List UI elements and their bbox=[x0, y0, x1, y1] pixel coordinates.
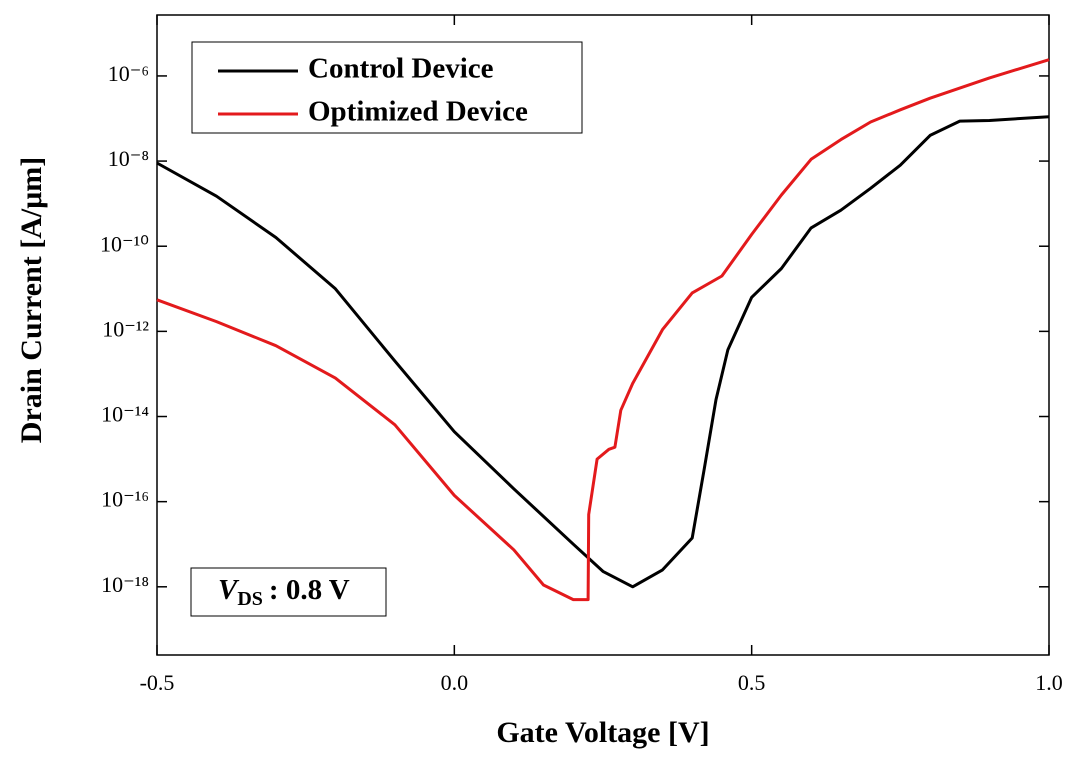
y-tick-label: 10⁻¹⁶ bbox=[101, 487, 149, 512]
y-tick-label: 10⁻⁸ bbox=[108, 146, 149, 171]
x-tick-label: 0.0 bbox=[441, 670, 469, 695]
legend-label: Control Device bbox=[308, 53, 494, 85]
x-axis-title: Gate Voltage [V] bbox=[496, 716, 709, 749]
y-axis-title: Drain Current [A/μm] bbox=[15, 157, 48, 443]
series-line bbox=[156, 115, 1050, 589]
x-tick-label: 1.0 bbox=[1035, 670, 1063, 695]
annotation-box bbox=[190, 567, 387, 617]
plot-frame bbox=[156, 14, 1050, 656]
x-tick-label: 0.5 bbox=[738, 670, 766, 695]
annotation-symbol: V bbox=[218, 574, 240, 606]
y-tick-label: 10⁻¹² bbox=[102, 316, 149, 341]
y-tick-label: 10⁻¹⁸ bbox=[101, 572, 149, 597]
y-tick-label: 10⁻⁶ bbox=[108, 61, 149, 86]
y-tick-label: 10⁻¹⁴ bbox=[101, 402, 149, 427]
legend-label: Optimized Device bbox=[308, 96, 528, 128]
y-tick-label: 10⁻¹⁰ bbox=[100, 231, 149, 256]
x-tick-label: -0.5 bbox=[140, 670, 175, 695]
annotation: VDS : 0.8 V bbox=[218, 574, 350, 610]
legend-box bbox=[191, 41, 583, 134]
annotation-text: : 0.8 V bbox=[269, 574, 350, 606]
annotation-subscript: DS bbox=[237, 588, 263, 610]
series-line bbox=[156, 58, 1050, 602]
